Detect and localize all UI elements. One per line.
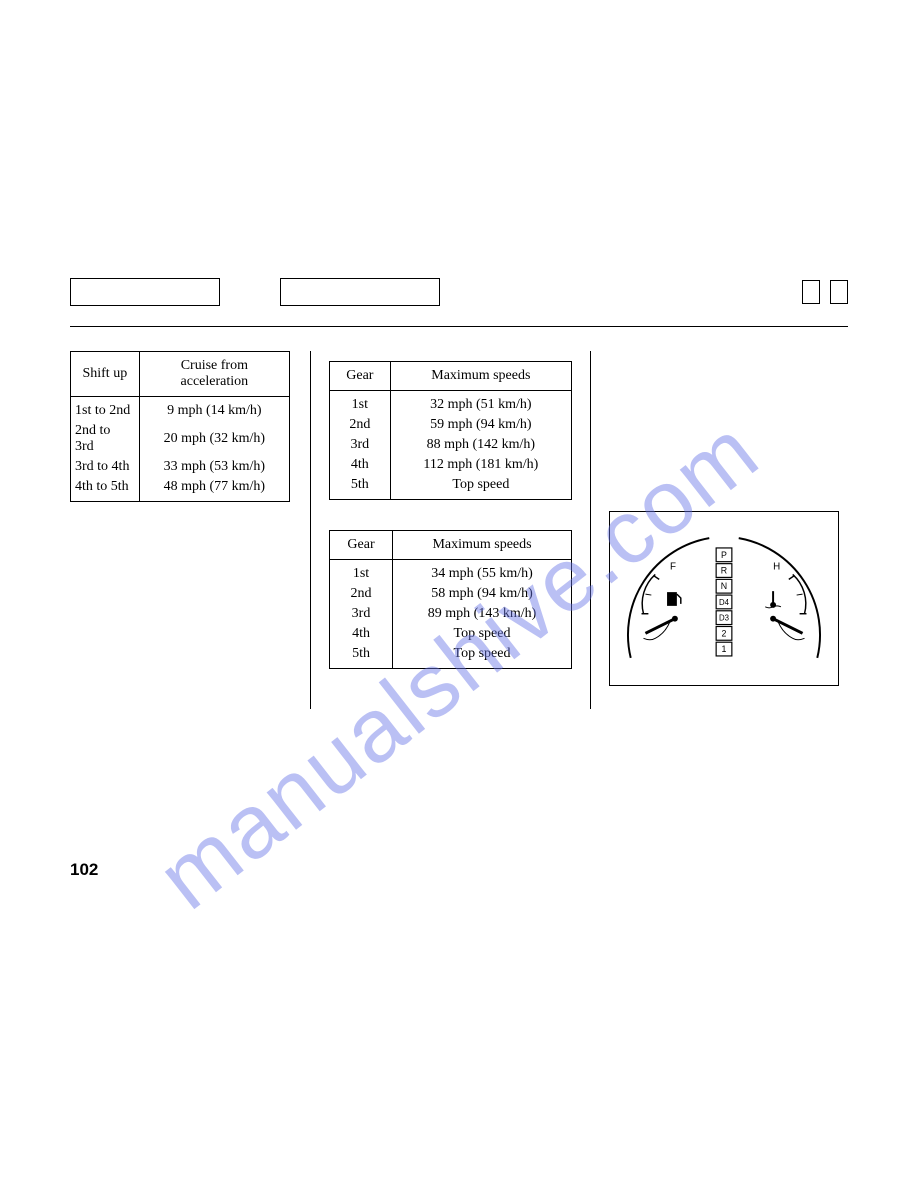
column-3: F H: [590, 351, 848, 709]
shift-pos: R: [721, 565, 727, 575]
column-1: Shift up Cruise from acceleration 1st to…: [70, 351, 310, 709]
header-smallbox-2: [830, 280, 848, 304]
gauge-diagram: F H: [609, 511, 839, 686]
gear-a-header-1: Gear: [330, 362, 391, 391]
header-placeholder-2: [280, 278, 440, 306]
table-row: 2nd to 3rd20 mph (32 km/h): [71, 421, 290, 457]
page-number: 102: [70, 860, 98, 880]
table-row: 5thTop speed: [330, 475, 572, 500]
horizontal-rule: [70, 326, 848, 327]
table-row: 4th112 mph (181 km/h): [330, 455, 572, 475]
shift-pos: N: [721, 581, 727, 591]
table-row: 1st34 mph (55 km/h): [330, 560, 572, 585]
table-row: 2nd59 mph (94 km/h): [330, 415, 572, 435]
table-row: 4thTop speed: [330, 624, 572, 644]
shift-header-2: Cruise from acceleration: [139, 352, 289, 397]
shift-up-table: Shift up Cruise from acceleration 1st to…: [70, 351, 290, 502]
shift-pos: D4: [719, 597, 730, 606]
shift-header-1: Shift up: [71, 352, 140, 397]
table-row: 1st to 2nd9 mph (14 km/h): [71, 397, 290, 422]
gauge-svg: F H: [616, 519, 832, 679]
shift-pos: 2: [722, 628, 727, 638]
gear-b-header-1: Gear: [330, 531, 393, 560]
column-2: Gear Maximum speeds 1st32 mph (51 km/h) …: [310, 351, 590, 709]
gear-a-header-2: Maximum speeds: [390, 362, 571, 391]
shift-pos: 1: [722, 644, 727, 654]
header-placeholder-1: [70, 278, 220, 306]
table-row: 1st32 mph (51 km/h): [330, 391, 572, 416]
table-row: 5thTop speed: [330, 644, 572, 669]
shift-pos: D3: [719, 613, 730, 622]
fuel-label: F: [670, 561, 676, 572]
table-row: 3rd to 4th33 mph (53 km/h): [71, 457, 290, 477]
gear-table-b: Gear Maximum speeds 1st34 mph (55 km/h) …: [329, 530, 572, 669]
table-row: 3rd88 mph (142 km/h): [330, 435, 572, 455]
temp-label: H: [773, 561, 780, 572]
header-boxes-row: [70, 278, 848, 306]
table-row: 3rd89 mph (143 km/h): [330, 604, 572, 624]
header-smallbox-1: [802, 280, 820, 304]
gear-table-a: Gear Maximum speeds 1st32 mph (51 km/h) …: [329, 361, 572, 500]
manual-page: Shift up Cruise from acceleration 1st to…: [70, 278, 848, 709]
table-row: 2nd58 mph (94 km/h): [330, 584, 572, 604]
shift-pos: P: [721, 549, 727, 559]
content-columns: Shift up Cruise from acceleration 1st to…: [70, 351, 848, 709]
gear-b-header-2: Maximum speeds: [393, 531, 572, 560]
table-row: 4th to 5th48 mph (77 km/h): [71, 477, 290, 502]
